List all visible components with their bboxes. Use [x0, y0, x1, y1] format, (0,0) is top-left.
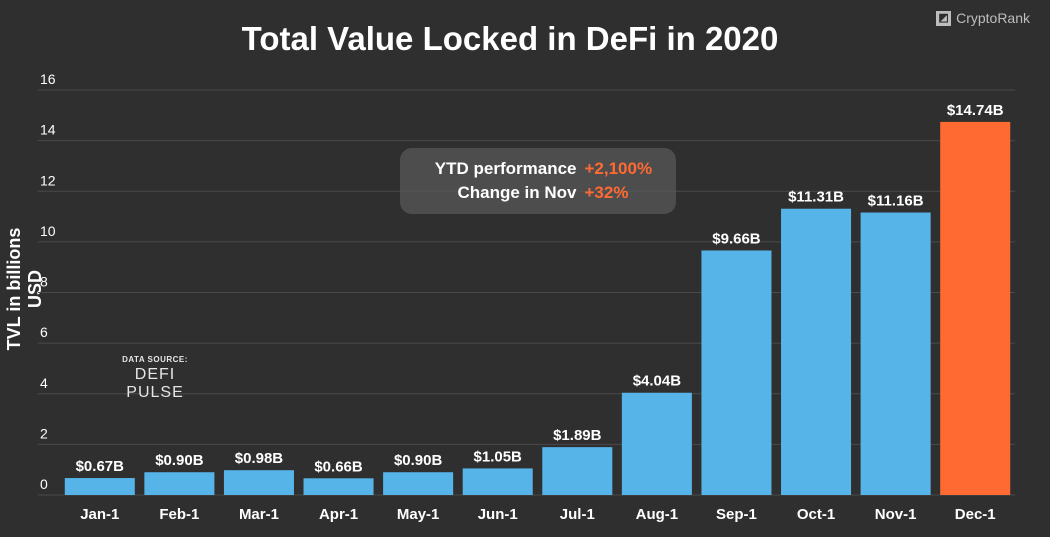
- bar: [64, 478, 135, 495]
- ytd-value: +2,100%: [584, 159, 653, 178]
- bar: [223, 470, 294, 495]
- chart-title: Total Value Locked in DeFi in 2020: [241, 20, 779, 57]
- x-tick-label: May-1: [397, 506, 440, 523]
- data-label: $0.90B: [155, 452, 204, 469]
- x-tick-label: Mar-1: [239, 506, 279, 523]
- data-label: $1.05B: [474, 448, 523, 465]
- bar: [621, 392, 692, 495]
- bar: [144, 472, 215, 495]
- data-label: $0.90B: [394, 452, 443, 469]
- data-label: $9.66B: [712, 230, 761, 247]
- y-tick-label: 10: [40, 223, 56, 239]
- ytd-line: YTD performance +2,100%: [400, 159, 676, 179]
- y-tick-label: 14: [40, 122, 56, 138]
- data-label: $1.89B: [553, 427, 602, 444]
- x-tick-label: Oct-1: [797, 506, 835, 523]
- y-tick-label: 12: [40, 172, 56, 188]
- cryptorank-icon: ◩: [936, 10, 952, 26]
- x-tick-label: Aug-1: [636, 506, 679, 523]
- brand-name: CryptoRank: [956, 10, 1030, 26]
- nov-value: +32%: [584, 183, 629, 202]
- bar: [781, 208, 852, 495]
- data-label: $4.04B: [633, 373, 682, 390]
- x-tick-label: Jul-1: [560, 506, 595, 523]
- bar: [542, 447, 613, 495]
- bar: [940, 121, 1011, 496]
- y-tick-label: 2: [40, 425, 48, 441]
- ytd-label: YTD performance: [434, 159, 577, 178]
- data-source-name: DEFI PULSE: [126, 366, 184, 401]
- data-source: DATA SOURCE: DEFI PULSE: [105, 355, 205, 402]
- x-tick-label: Sep-1: [716, 506, 757, 523]
- performance-annotation: YTD performance +2,100% Change in Nov +3…: [400, 148, 676, 214]
- x-tick-label: Jun-1: [478, 506, 518, 523]
- y-tick-label: 6: [40, 324, 48, 340]
- bar: [303, 478, 374, 495]
- x-tick-label: Dec-1: [955, 506, 996, 523]
- bar: [860, 212, 931, 495]
- y-tick-label: 4: [40, 375, 48, 391]
- y-tick-label: 0: [40, 476, 48, 492]
- y-tick-label: 8: [40, 274, 48, 290]
- nov-line: Change in Nov +32%: [400, 183, 676, 203]
- data-source-caption: DATA SOURCE:: [122, 355, 188, 364]
- y-tick-label: 16: [40, 71, 56, 87]
- x-tick-label: Apr-1: [319, 506, 358, 523]
- data-label: $0.67B: [76, 458, 125, 475]
- data-label: $14.74B: [947, 102, 1004, 119]
- data-label: $0.98B: [235, 450, 284, 467]
- bar: [701, 250, 772, 495]
- x-tick-label: Feb-1: [159, 506, 199, 523]
- data-label: $11.31B: [788, 189, 844, 206]
- bar: [383, 472, 454, 495]
- x-tick-label: Jan-1: [80, 506, 119, 523]
- data-label: $0.66B: [314, 458, 363, 475]
- bar: [462, 468, 533, 495]
- nov-label: Change in Nov: [457, 183, 577, 202]
- data-label: $11.16B: [868, 193, 924, 210]
- brand-logo: ◩ CryptoRank: [936, 10, 1030, 26]
- x-tick-label: Nov-1: [875, 506, 917, 523]
